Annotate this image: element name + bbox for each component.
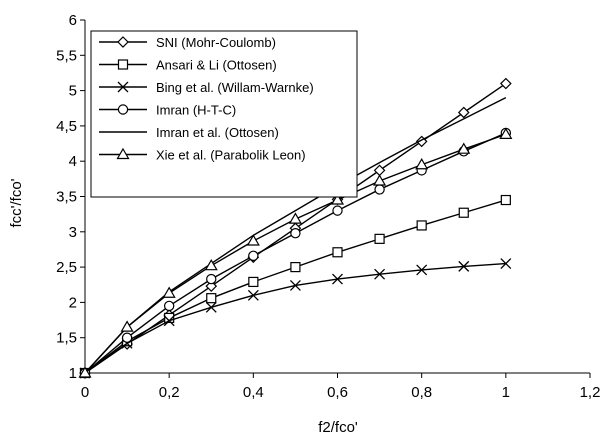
legend-label: Bing et al. (Willam-Warnke) — [156, 80, 314, 95]
legend-marker — [116, 147, 130, 160]
y-tick-label: 1 — [69, 365, 77, 382]
legend-entry: Ansari & Li (Ottosen) — [99, 58, 277, 73]
data-point — [205, 301, 217, 313]
legend-entry: Bing et al. (Willam-Warnke) — [99, 80, 314, 95]
data-point — [373, 164, 386, 177]
data-point — [164, 312, 175, 324]
y-tick-label: 6 — [69, 12, 77, 29]
x-axis-label: f2/fco' — [318, 419, 358, 436]
legend: SNI (Mohr-Coulomb) Ansari & Li (Ottosen) B… — [90, 30, 358, 198]
legend-marker — [117, 104, 129, 115]
y-tick-labels: 1 1,5 2 2,5 3 3,5 4 4,5 5 5,5 6 — [56, 12, 85, 382]
plot-area — [78, 77, 513, 379]
y-tick-label: 1,5 — [56, 330, 77, 347]
data-point — [458, 207, 469, 218]
legend-label: Ansari & Li (Ottosen) — [156, 58, 277, 73]
legend-label: Xie et al. (Parabolik Leon) — [156, 148, 306, 163]
x-tick-labels: 0 0,2 0,4 0,6 0,8 1 1,2 — [81, 373, 601, 401]
legend-marker — [117, 81, 129, 93]
data-point — [374, 233, 385, 244]
data-point — [205, 280, 218, 293]
data-point — [332, 273, 343, 285]
y-tick-label: 4 — [69, 153, 77, 170]
data-point — [163, 300, 175, 312]
data-point — [290, 262, 301, 273]
x-tick-label: 1 — [502, 384, 510, 401]
x-tick-label: 0,6 — [327, 384, 348, 401]
series-5 — [84, 97, 507, 374]
data-point — [204, 258, 218, 271]
data-point — [458, 260, 470, 272]
data-point — [78, 366, 92, 378]
y-tick-label: 4,5 — [56, 118, 77, 135]
data-point — [500, 194, 511, 206]
data-point — [373, 174, 387, 186]
legend-box — [90, 30, 358, 198]
data-point — [120, 320, 134, 332]
y-tick-label: 3,5 — [56, 189, 77, 206]
data-point — [247, 289, 259, 301]
series-line — [84, 97, 507, 374]
legend-label: Imran et al. (Ottosen) — [156, 125, 279, 140]
data-point — [374, 268, 386, 280]
data-point — [332, 205, 343, 216]
data-point — [416, 220, 427, 231]
data-point — [374, 184, 385, 195]
series-line — [84, 262, 506, 374]
data-point — [289, 279, 301, 291]
data-point — [206, 273, 217, 285]
data-point — [457, 106, 470, 119]
y-tick-label: 2 — [69, 294, 77, 311]
x-tick-label: 0,8 — [411, 384, 432, 401]
data-point — [457, 142, 471, 154]
legend-marker — [117, 36, 129, 48]
legend-entry: Xie et al. (Parabolik Leon) — [99, 148, 306, 163]
data-point — [332, 247, 343, 258]
y-tick-label: 5 — [69, 83, 77, 100]
legend-label: SNI (Mohr-Coulomb) — [156, 35, 276, 50]
y-axis-label: fcc'/fco' — [8, 178, 25, 227]
data-point — [330, 193, 345, 205]
data-point — [163, 315, 175, 327]
legend-entry: SNI (Mohr-Coulomb) — [99, 35, 276, 50]
legend-label: Imran (H-T-C) — [156, 103, 236, 118]
data-point — [248, 250, 259, 262]
y-tick-label: 3 — [69, 224, 77, 241]
data-point — [206, 293, 217, 304]
x-tick-label: 0,4 — [243, 384, 264, 401]
y-tick-label: 5,5 — [56, 47, 77, 64]
x-tick-label: 0 — [81, 384, 89, 401]
data-point — [416, 264, 428, 276]
y-tick-label: 2,5 — [56, 259, 77, 276]
legend-entry: Imran et al. (Ottosen) — [99, 125, 279, 140]
data-point — [162, 286, 176, 298]
data-point — [288, 212, 302, 224]
data-point — [121, 332, 133, 343]
legend-entry: Imran (H-T-C) — [99, 103, 236, 118]
data-point — [500, 258, 512, 270]
legend-marker — [117, 59, 129, 70]
data-point — [499, 127, 513, 139]
data-point — [248, 276, 259, 288]
data-point — [246, 234, 260, 246]
series-3 — [79, 258, 512, 379]
series-6 — [78, 127, 513, 378]
data-point — [415, 158, 429, 170]
x-tick-label: 0,2 — [159, 384, 180, 401]
data-point — [499, 77, 512, 90]
data-point — [290, 228, 301, 239]
x-tick-label: 1,2 — [580, 384, 601, 401]
